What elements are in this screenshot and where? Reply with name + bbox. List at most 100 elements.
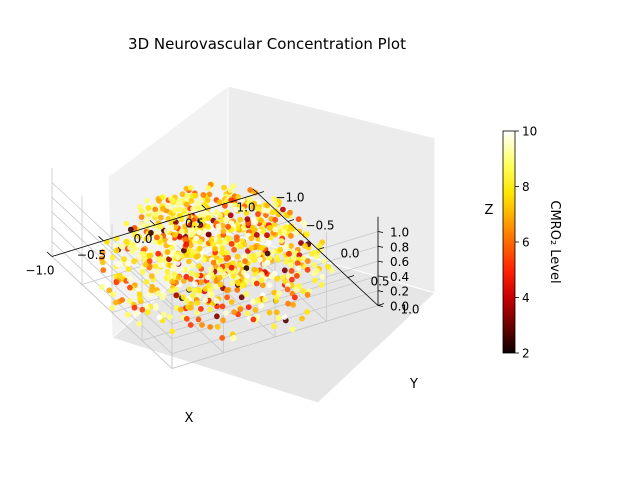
scatter-point — [171, 207, 178, 214]
scatter-point — [325, 263, 331, 270]
colorbar — [502, 130, 516, 354]
scatter-point — [168, 224, 175, 231]
scatter-point — [217, 266, 223, 273]
z-axis-label: Z — [485, 203, 494, 218]
scatter-point — [155, 228, 161, 235]
scatter-point — [213, 278, 220, 285]
scatter-point — [227, 212, 234, 219]
scatter-point — [234, 237, 240, 243]
scatter-point — [167, 314, 173, 320]
scatter-point — [244, 216, 251, 223]
scatter-point — [251, 217, 257, 224]
scatter-point — [197, 245, 203, 252]
y-tick-label: 0.0 — [340, 247, 359, 261]
scatter-point — [189, 252, 195, 259]
scatter-point — [281, 229, 288, 235]
scatter-point — [224, 294, 231, 301]
scatter-point — [293, 287, 300, 294]
scatter-point — [170, 264, 177, 270]
z-tick — [377, 260, 384, 263]
scatter-point — [316, 242, 323, 249]
scatter-point — [187, 242, 194, 249]
scatter-point — [237, 306, 244, 313]
scatter-point — [248, 245, 255, 251]
scatter-point — [175, 274, 182, 281]
scatter-point — [270, 248, 276, 255]
scatter-point — [251, 200, 257, 207]
scatter-point — [180, 294, 187, 300]
scatter-point — [196, 287, 203, 294]
scatter-point — [219, 245, 226, 251]
scatter-point — [271, 222, 278, 228]
scatter-point — [294, 273, 300, 279]
scatter-point — [304, 309, 310, 315]
chart-title: 3D Neurovascular Concentration Plot — [128, 35, 406, 53]
scatter-point — [252, 307, 259, 313]
scatter-point — [264, 202, 270, 209]
scatter-point — [99, 284, 105, 290]
scatter-point — [183, 241, 190, 248]
scatter-point — [283, 258, 289, 265]
scatter-point — [262, 296, 268, 303]
scatter-point — [236, 261, 243, 268]
scatter-point — [175, 200, 181, 207]
scatter-point — [248, 235, 255, 242]
scatter-point — [280, 206, 286, 213]
scatter-point — [237, 216, 244, 223]
gridline-z-side — [51, 241, 173, 354]
scatter-point — [278, 238, 285, 244]
scatter-point — [200, 192, 207, 198]
scatter-point — [166, 239, 173, 246]
scatter-point — [230, 183, 237, 189]
scatter-point — [228, 220, 235, 227]
scatter-point — [249, 224, 256, 231]
scatter-point — [276, 290, 282, 297]
scatter-point — [213, 283, 219, 290]
scatter-point — [148, 287, 155, 294]
scatter-point — [228, 264, 235, 271]
scatter-point — [288, 223, 295, 230]
scatter-point — [196, 229, 203, 236]
z-tick-label: 0.0 — [390, 300, 409, 314]
gridline-y-floor — [141, 277, 349, 341]
scatter-point — [205, 185, 212, 191]
scatter-point — [183, 201, 190, 208]
scatter-point — [104, 239, 110, 245]
scatter-point — [179, 227, 186, 234]
scatter-point — [189, 292, 196, 299]
scatter-point — [156, 197, 162, 204]
scatter-point — [304, 266, 311, 273]
scatter-point — [221, 184, 228, 191]
scatter-point — [161, 257, 168, 264]
scatter-point — [184, 252, 191, 259]
x-tick — [98, 236, 104, 242]
scatter-point — [250, 316, 257, 323]
scatter-point — [166, 234, 173, 241]
scatter-point — [267, 224, 274, 231]
scatter-point — [106, 287, 113, 294]
scatter-point — [321, 258, 327, 264]
scatter-point — [179, 191, 186, 198]
scatter-point — [197, 239, 203, 245]
scatter-point — [312, 277, 318, 284]
scatter-point — [239, 282, 246, 289]
z-tick — [377, 290, 384, 293]
scatter-point — [186, 258, 192, 265]
scatter-point — [227, 187, 234, 194]
scatter-point — [284, 286, 291, 293]
scatter-point — [138, 208, 145, 214]
scatter-point — [169, 197, 176, 204]
scatter-point — [139, 250, 146, 257]
scatter-point — [183, 273, 190, 280]
x-tick-label: 0.5 — [185, 216, 204, 230]
scatter-point — [195, 205, 202, 212]
scatter-point — [266, 309, 273, 316]
scatter-point — [188, 197, 195, 204]
scatter-point — [204, 274, 211, 281]
scatter-point — [152, 303, 159, 309]
scatter-point — [283, 243, 289, 250]
scatter-point — [295, 265, 302, 271]
scatter-point — [234, 253, 241, 260]
scatter-point — [172, 224, 179, 231]
scatter-point — [196, 292, 202, 299]
